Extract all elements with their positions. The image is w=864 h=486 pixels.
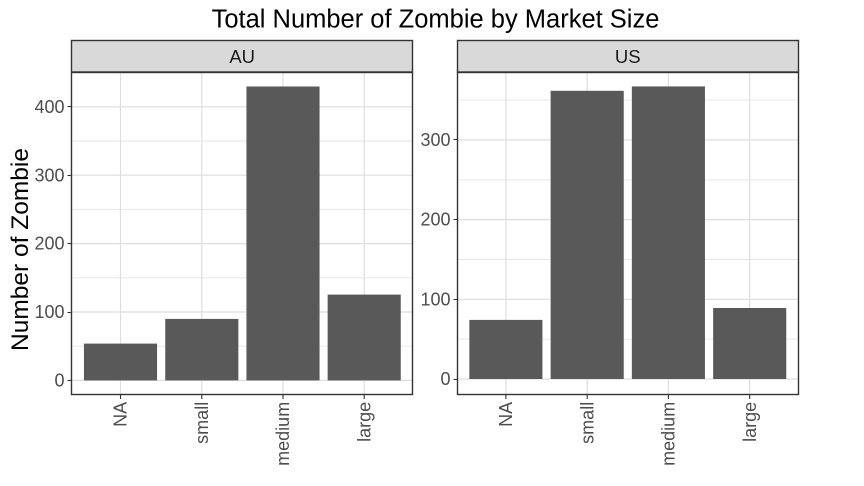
svg-text:Number of Zombie: Number of Zombie [7,148,34,351]
svg-text:large: large [354,402,374,442]
svg-text:medium: medium [659,402,679,466]
svg-text:AU: AU [229,46,255,67]
svg-text:100: 100 [420,289,450,309]
svg-text:Total Number of Zombie by Mark: Total Number of Zombie by Market Size [212,6,660,34]
svg-text:200: 200 [420,210,450,230]
svg-text:large: large [740,402,760,442]
svg-text:US: US [615,46,641,67]
svg-text:0: 0 [54,371,64,391]
svg-text:medium: medium [273,402,293,466]
svg-text:200: 200 [34,234,64,254]
svg-text:NA: NA [111,402,131,427]
svg-text:small: small [192,402,212,444]
svg-text:400: 400 [34,97,64,117]
svg-text:300: 300 [34,165,64,185]
svg-text:small: small [577,402,597,444]
svg-text:100: 100 [34,302,64,322]
svg-text:NA: NA [496,402,516,427]
svg-text:0: 0 [440,369,450,389]
svg-text:300: 300 [420,130,450,150]
